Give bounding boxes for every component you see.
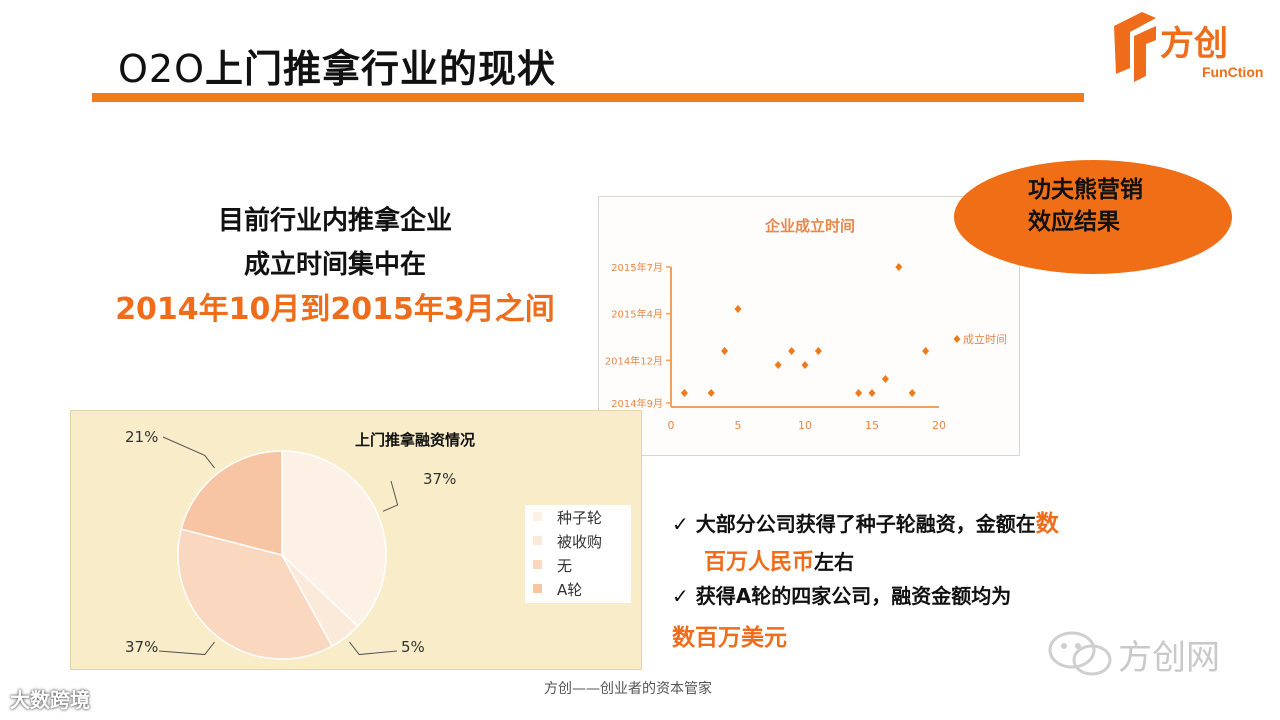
bullet-2: ✓ 获得A轮的四家公司，融资金额均为 — [672, 580, 1011, 609]
bullet-2-text-a: 获得A轮的四家公司，融资金额均为 — [695, 584, 1012, 608]
pie-legend-swatch — [533, 560, 542, 569]
pie-legend-swatch — [533, 512, 542, 521]
scatter-point — [814, 347, 822, 355]
scatter-point — [895, 263, 903, 271]
logo-subtitle: FunCtion — [1202, 64, 1264, 80]
callout-line-1: 功夫熊营销 — [1028, 177, 1143, 203]
scatter-point — [801, 361, 809, 369]
check-icon: ✓ — [672, 584, 689, 608]
scatter-chart-title: 企业成立时间 — [764, 217, 855, 235]
bullet-1-highlight-a: 数 — [1035, 511, 1059, 537]
bullet-1-cont: 百万人民币左右 — [704, 544, 854, 576]
scatter-y-tick-label: 2014年9月 — [611, 397, 663, 410]
bullet-1: ✓ 大部分公司获得了种子轮融资，金额在数 — [672, 504, 1059, 538]
pie-value-label: 37% — [423, 470, 456, 488]
scatter-x-tick-label: 20 — [932, 419, 946, 432]
scatter-x-tick-label: 0 — [668, 419, 675, 432]
headline-line-2: 成立时间集中在 — [243, 250, 426, 280]
check-icon: ✓ — [672, 512, 689, 536]
bullet-1-text-b: 左右 — [814, 550, 855, 574]
pie-value-label: 5% — [401, 638, 425, 656]
bullet-1-highlight-b: 百万人民币 — [704, 550, 815, 575]
scatter-point — [707, 389, 715, 397]
slide-title-prefix: O2O — [118, 47, 205, 91]
scatter-y-tick-label: 2015年7月 — [611, 261, 663, 274]
pie-leader-line — [158, 641, 215, 656]
scatter-point — [721, 347, 729, 355]
headline-line-3: 2014年10月到2015年3月之间 — [115, 292, 555, 327]
callout-line-2: 效应结果 — [1028, 209, 1120, 235]
pie-leader-line — [382, 480, 399, 512]
watermark-text: 方创网 — [1118, 638, 1220, 678]
scatter-point — [788, 347, 796, 355]
scatter-point — [922, 347, 930, 355]
scatter-legend-label: 成立时间 — [963, 332, 1007, 346]
pie-legend-swatch — [533, 536, 542, 545]
scatter-point — [855, 389, 863, 397]
headline-line-1: 目前行业内推拿企业 — [217, 206, 452, 236]
scatter-point — [908, 389, 916, 397]
slide-title-main: 上门推拿行业的现状 — [205, 47, 557, 91]
scatter-legend-marker — [953, 335, 961, 343]
slide-title: O2O上门推拿行业的现状 — [118, 38, 556, 93]
scatter-x-tick-label: 5 — [735, 419, 742, 432]
scatter-chart: 企业成立时间 2014年9月 2014年12月 2015年4月 2015年7月 0 5 10… — [605, 217, 1007, 432]
scatter-point — [868, 389, 876, 397]
pie-leader-line — [349, 641, 398, 656]
scatter-chart-panel: 企业成立时间 2014年9月 2014年12月 2015年4月 2015年7月 0 5 10… — [598, 196, 1020, 456]
pie-legend-swatch — [533, 584, 542, 593]
pie-legend-label: 无 — [557, 557, 572, 575]
scatter-axes: 2014年9月 2014年12月 2015年4月 2015年7月 0 5 10 15 20 — [605, 261, 946, 432]
pie-slice — [281, 450, 387, 628]
pie-slice — [180, 450, 283, 556]
pie-value-label: 21% — [125, 428, 158, 446]
scatter-point — [680, 389, 688, 397]
bullet-1-text-a: 大部分公司获得了种子轮融资，金额在 — [695, 512, 1036, 536]
pie-legend-box — [525, 505, 631, 603]
scatter-point — [881, 375, 889, 383]
pie-legend-label: 种子轮 — [557, 509, 602, 527]
pie-value-label: 37% — [125, 638, 158, 656]
scatter-y-tick-label: 2015年4月 — [611, 308, 663, 321]
pie-legend-label: 被收购 — [557, 533, 602, 551]
scatter-y-tick-label: 2014年12月 — [605, 354, 663, 367]
title-underline — [92, 93, 1084, 102]
callout-oval — [954, 160, 1232, 274]
pie-chart-title: 上门推拿融资情况 — [355, 431, 475, 449]
scatter-x-tick-label: 15 — [865, 419, 879, 432]
footer-slogan: 方创——创业者的资本管家 — [544, 681, 712, 697]
pie-slices — [177, 450, 387, 660]
pie-legend-label: A轮 — [557, 581, 582, 599]
callout-text: 功夫熊营销 效应结果 — [1028, 174, 1143, 238]
wechat-icon — [1048, 631, 1112, 676]
scatter-x-tick-label: 10 — [798, 419, 812, 432]
scatter-point — [774, 361, 782, 369]
pie-chart-panel: 上门推拿融资情况 37% 5% 37% 21% 种子轮被收购无 A轮 — [70, 410, 642, 670]
pie-labels: 37% 5% 37% 21% — [125, 428, 456, 656]
bullet-2-highlight: 数百万美元 — [672, 625, 787, 651]
logo-name: 方创 — [1160, 24, 1228, 64]
pie-slice — [177, 528, 334, 660]
scatter-legend: 成立时间 — [953, 332, 1007, 346]
function-logo-icon — [1114, 12, 1156, 82]
pie-leader-line — [162, 436, 215, 469]
corner-watermark: 大数跨境 — [10, 688, 90, 712]
scatter-point — [734, 305, 742, 313]
scatter-points — [680, 263, 930, 397]
